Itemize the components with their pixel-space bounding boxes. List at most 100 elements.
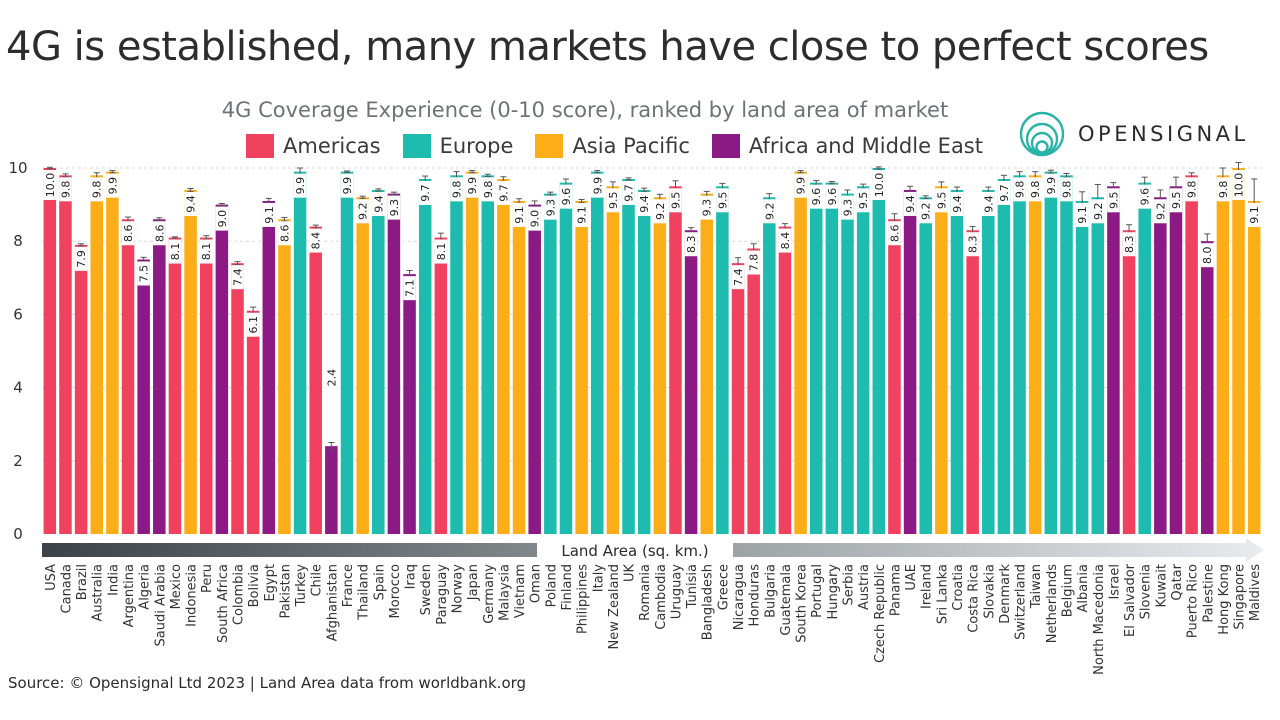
y-tick-label: 8 xyxy=(13,232,23,250)
value-label: 7.4 xyxy=(732,268,745,286)
country-label: Belgium xyxy=(1060,564,1075,617)
bar xyxy=(684,230,698,534)
value-label-background xyxy=(903,191,917,216)
bar xyxy=(575,200,588,534)
legend-swatch-asia-pacific xyxy=(535,134,564,158)
source-note: Source: © Opensignal Ltd 2023 | Land Are… xyxy=(8,674,527,692)
bar xyxy=(59,175,72,534)
value-label: 7.5 xyxy=(138,265,151,283)
value-label-background xyxy=(841,195,854,220)
country-label: Hungary xyxy=(826,564,841,620)
value-label-background xyxy=(325,365,338,390)
value-label-background xyxy=(1247,202,1261,227)
value-label-background xyxy=(856,188,870,213)
value-label: 7.9 xyxy=(75,250,88,268)
value-label: 8.6 xyxy=(153,224,166,242)
value-label-background xyxy=(591,173,604,198)
bar xyxy=(356,197,369,534)
country-label: Mexico xyxy=(169,564,184,609)
value-label-background xyxy=(1060,177,1073,202)
country-label: Iraq xyxy=(404,564,419,589)
chart-title: 4G is established, many markets have clo… xyxy=(6,24,1209,70)
country-label: Croatia xyxy=(951,564,966,611)
bar xyxy=(528,204,541,534)
country-label: Morocco xyxy=(388,564,403,618)
bar xyxy=(825,182,839,534)
value-label-background xyxy=(966,232,979,257)
country-label: Cambodia xyxy=(654,564,669,630)
value-label-background xyxy=(262,202,276,227)
value-label-background xyxy=(90,177,103,202)
value-label: 9.8 xyxy=(1217,181,1230,199)
value-label: 9.1 xyxy=(1248,206,1261,224)
value-label: 7.4 xyxy=(232,268,245,286)
value-label-background xyxy=(825,184,839,209)
country-label: Ireland xyxy=(920,564,935,609)
value-label-background xyxy=(153,221,166,246)
country-label: Nicaragua xyxy=(732,564,747,630)
country-label: Norway xyxy=(450,564,465,614)
country-label: Pakistan xyxy=(278,564,293,618)
value-label-background xyxy=(1028,177,1042,202)
value-label-background xyxy=(356,199,369,224)
value-label-background xyxy=(950,191,964,216)
value-label: 9.8 xyxy=(1029,181,1042,199)
value-label-background xyxy=(575,202,588,227)
value-label: 10.0 xyxy=(1233,173,1246,198)
bar xyxy=(184,189,197,534)
value-label: 9.0 xyxy=(216,210,229,228)
bar xyxy=(700,193,713,534)
bar xyxy=(559,182,573,534)
bar xyxy=(1107,186,1120,535)
value-label-background xyxy=(684,232,698,257)
country-label: Saudi Arabia xyxy=(153,564,168,647)
value-label: 9.7 xyxy=(419,184,432,202)
value-label: 9.4 xyxy=(185,195,198,213)
bar xyxy=(90,175,103,534)
value-label-background xyxy=(919,199,932,224)
legend: Americas Europe Asia Pacific Africa and … xyxy=(246,134,983,158)
value-label-background xyxy=(700,195,713,220)
opensignal-logo-text: OPENSIGNAL xyxy=(1078,122,1249,146)
value-label: 8.3 xyxy=(1123,235,1136,253)
value-label-background xyxy=(450,177,463,202)
value-label: 9.9 xyxy=(341,177,354,195)
country-label: Bangladesh xyxy=(701,564,716,640)
value-label-background xyxy=(653,199,667,224)
country-label: Thailand xyxy=(357,564,372,621)
bar xyxy=(856,186,870,535)
country-label: Chile xyxy=(310,564,325,597)
bar xyxy=(903,189,917,534)
value-label-background xyxy=(231,265,244,290)
bar xyxy=(778,226,792,534)
country-label: Brazil xyxy=(75,564,90,600)
value-label-background xyxy=(1013,177,1026,202)
value-label-background xyxy=(544,195,557,220)
value-label: 9.8 xyxy=(482,181,495,199)
bar xyxy=(1216,175,1230,534)
bar xyxy=(731,263,745,534)
country-label: Romania xyxy=(638,564,653,621)
value-label: 9.4 xyxy=(982,195,995,213)
opensignal-logo-icon xyxy=(1019,111,1065,157)
country-label: Italy xyxy=(591,564,606,593)
value-label: 9.3 xyxy=(544,199,557,217)
bar xyxy=(1060,175,1073,534)
bar xyxy=(1122,230,1136,534)
value-label: 9.8 xyxy=(59,181,72,199)
value-label: 9.8 xyxy=(450,181,463,199)
value-label: 9.5 xyxy=(669,192,682,210)
value-label-background xyxy=(293,173,307,198)
country-label: Poland xyxy=(544,564,559,607)
value-label-background xyxy=(59,177,72,202)
legend-swatch-africa-middle-east xyxy=(711,134,740,158)
value-label-background xyxy=(747,250,760,275)
country-label: Malaysia xyxy=(497,564,512,621)
value-label: 9.1 xyxy=(513,206,526,224)
value-label: 9.6 xyxy=(810,188,823,206)
value-label: 7.8 xyxy=(748,254,761,272)
country-label: Qatar xyxy=(1170,563,1185,600)
value-label: 8.1 xyxy=(169,243,182,260)
value-label-background xyxy=(763,199,776,224)
